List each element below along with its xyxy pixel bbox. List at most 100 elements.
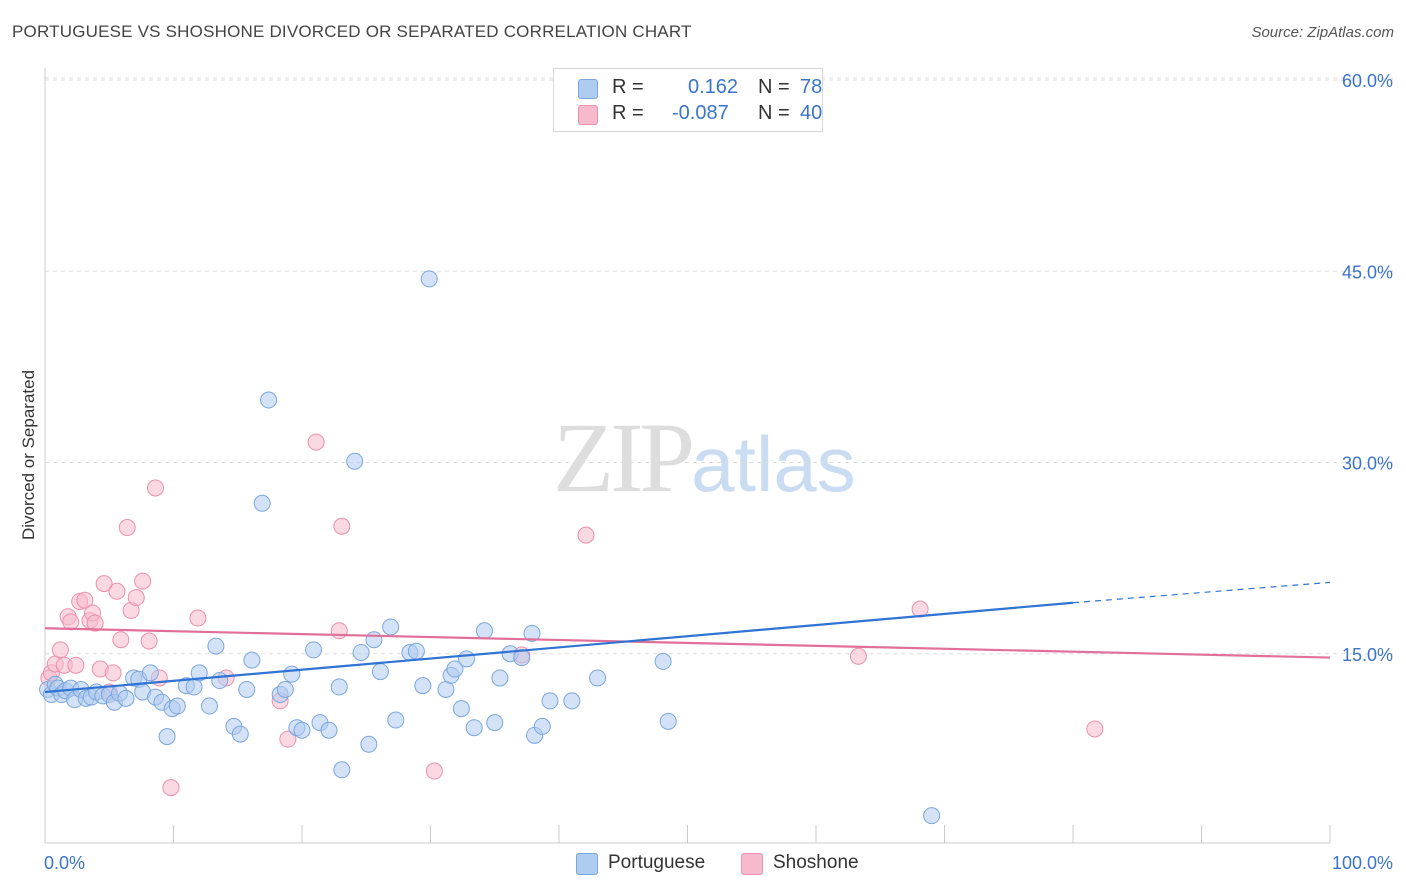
axes — [44, 68, 1331, 844]
portuguese-point — [533, 717, 551, 735]
portuguese-point — [563, 692, 581, 710]
portuguese-point — [141, 664, 159, 682]
portuguese-point — [305, 641, 323, 659]
portuguese-point — [238, 680, 256, 698]
portuguese-point — [475, 622, 493, 640]
portuguese-point — [346, 452, 364, 470]
y-tick-label: 45.0% — [1342, 262, 1393, 282]
shoshone-point — [104, 664, 122, 682]
y-tick-label: 30.0% — [1342, 454, 1393, 474]
portuguese-point — [491, 669, 509, 687]
portuguese-point — [158, 728, 176, 746]
shoshone-point — [307, 433, 325, 451]
shoshone-point — [333, 517, 351, 535]
legend-swatch-portuguese — [578, 79, 598, 99]
legend-n-value: 40 — [800, 102, 823, 124]
portuguese-point — [207, 637, 225, 655]
y-axis-title: Divorced or Separated — [19, 370, 38, 540]
shoshone-point — [86, 614, 104, 632]
portuguese-point — [260, 391, 278, 409]
shoshone-point — [108, 582, 126, 600]
swatch-shoshone — [741, 853, 763, 875]
shoshone-point — [1086, 720, 1104, 738]
swatch-portuguese — [576, 853, 598, 875]
portuguese-point — [387, 711, 405, 729]
portuguese-point — [486, 714, 504, 732]
y-tick-label: 15.0% — [1342, 645, 1393, 665]
portuguese-point — [371, 663, 389, 681]
portuguese-point — [523, 624, 541, 642]
shoshone-point — [62, 613, 80, 631]
legend-label-shoshone: Shoshone — [773, 852, 859, 873]
shoshone-point — [577, 526, 595, 544]
portuguese-trend-extension — [1072, 581, 1331, 604]
portuguese-point — [352, 643, 370, 661]
shoshone-point — [189, 609, 207, 627]
x-tick-label: 0.0% — [44, 853, 85, 873]
shoshone-point — [118, 519, 136, 537]
portuguese-point — [420, 270, 438, 288]
portuguese-point — [923, 807, 941, 825]
y-tick-label: 60.0% — [1342, 71, 1393, 91]
shoshone-point — [67, 656, 85, 674]
portuguese-point — [190, 664, 208, 682]
portuguese-point — [457, 650, 475, 668]
shoshone-point — [425, 762, 443, 780]
portuguese-point — [541, 692, 559, 710]
portuguese-point — [211, 672, 229, 690]
portuguese-point — [654, 652, 672, 670]
shoshone-point — [279, 730, 297, 748]
portuguese-point — [452, 700, 470, 718]
gridlines — [45, 77, 1395, 655]
legend-r-label: R = — [612, 76, 650, 98]
portuguese-point — [243, 651, 261, 669]
chart-title: PORTUGUESE VS SHOSHONE DIVORCED OR SEPAR… — [12, 22, 692, 41]
legend-n-label: N = — [758, 102, 796, 124]
watermark-atlas: atlas — [691, 420, 856, 508]
portuguese-trend-line — [44, 601, 1074, 694]
legend-label-portuguese: Portuguese — [608, 852, 706, 873]
shoshone-point — [330, 622, 348, 640]
portuguese-point — [414, 677, 432, 695]
legend-swatch-shoshone — [578, 105, 598, 125]
portuguese-point — [446, 660, 464, 678]
portuguese-point — [382, 618, 400, 636]
portuguese-point — [231, 725, 249, 743]
watermark-zip: ZIP — [553, 402, 695, 513]
shoshone-trend-line — [44, 627, 1331, 659]
portuguese-point — [365, 631, 383, 649]
legend-r-value: 0.162 — [688, 76, 739, 98]
portuguese-point — [200, 697, 218, 715]
legend-r-value: -0.087 — [672, 102, 729, 124]
portuguese-point — [659, 712, 677, 730]
portuguese-point — [407, 642, 425, 660]
portuguese-points — [39, 270, 941, 825]
portuguese-point — [293, 721, 311, 739]
x-tick-label: 100.0% — [1332, 853, 1393, 873]
shoshone-point — [76, 591, 94, 609]
correlation-legend: R = 0.162 N = 78 R = -0.087 N = 40 — [553, 68, 823, 132]
portuguese-point — [589, 669, 607, 687]
shoshone-point — [51, 641, 69, 659]
portuguese-point — [320, 721, 338, 739]
shoshone-point — [112, 631, 130, 649]
shoshone-point — [95, 575, 113, 593]
shoshone-point — [162, 779, 180, 797]
shoshone-point — [127, 589, 145, 607]
shoshone-point — [849, 647, 867, 665]
portuguese-point — [117, 689, 135, 707]
portuguese-point — [283, 665, 301, 683]
legend-n-value: 78 — [800, 76, 823, 98]
portuguese-point — [465, 719, 483, 737]
legend-n-label: N = — [758, 76, 796, 98]
portuguese-point — [330, 678, 348, 696]
portuguese-point — [276, 680, 294, 698]
legend-r-label: R = — [612, 102, 650, 124]
shoshone-point — [134, 572, 152, 590]
source-label: Source: ZipAtlas.com — [1251, 24, 1394, 41]
watermark: ZIPatlas — [553, 400, 856, 515]
tick-labels: 15.0% 30.0% 45.0% 60.0% 0.0% 100.0% — [44, 71, 1393, 873]
trend-lines — [44, 581, 1331, 694]
portuguese-point — [333, 761, 351, 779]
shoshone-point — [147, 479, 165, 497]
